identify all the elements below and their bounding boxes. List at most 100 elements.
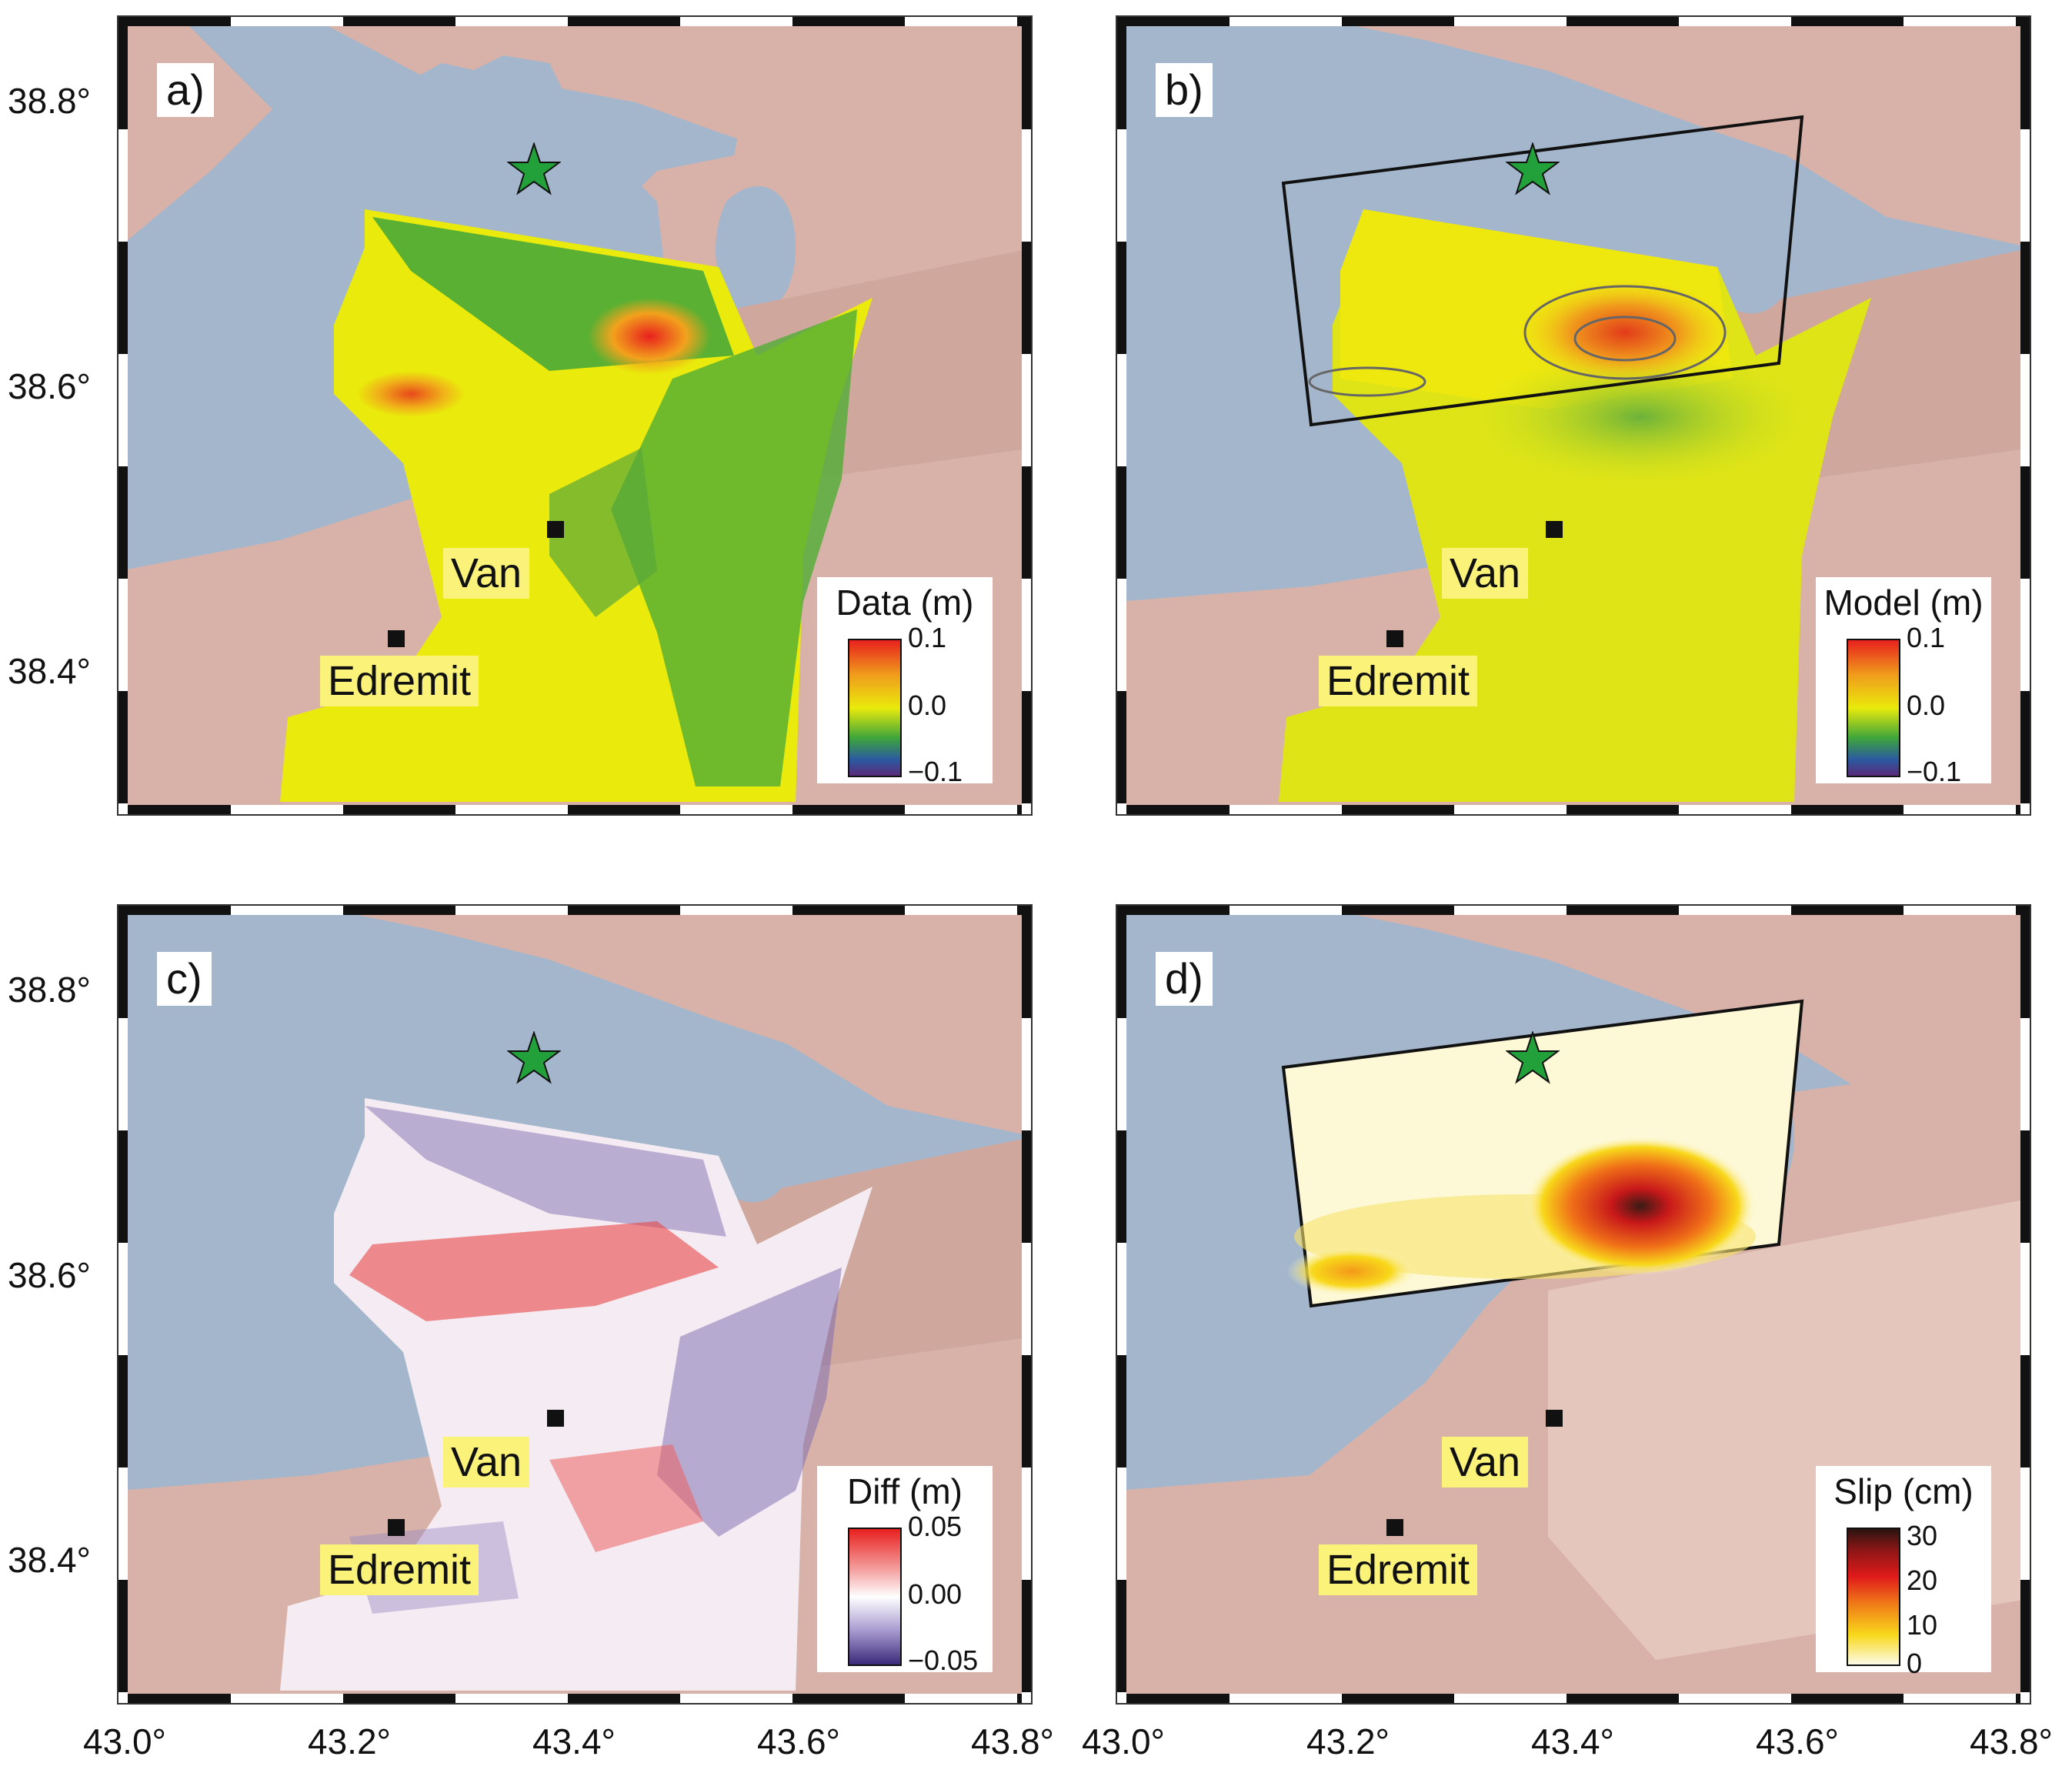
frame-ticks-bottom: [1117, 1694, 2030, 1703]
van-city-label: Van: [443, 1437, 530, 1488]
frame-ticks-bottom: [118, 1694, 1031, 1703]
colorbar: [848, 1528, 902, 1666]
van-city-marker: [1546, 1410, 1563, 1427]
model-contour-inner: [1573, 316, 1677, 362]
frame-ticks-top: [118, 906, 1031, 915]
model-contour-outer: [1523, 285, 1727, 380]
van-city-label: Van: [443, 548, 530, 599]
edremit-city-marker: [388, 630, 405, 647]
water-east-lake: [716, 186, 796, 314]
legend-tick-10: 10: [1907, 1609, 1938, 1641]
slip-peak-main: [1525, 1137, 1756, 1275]
epicenter-star-icon: [507, 142, 561, 195]
edremit-city-marker: [388, 1519, 405, 1536]
purple-residual-east: [657, 1267, 842, 1537]
van-city-label: Van: [1442, 548, 1529, 599]
frame-ticks-bottom: [118, 805, 1031, 814]
frame-ticks-left: [118, 906, 128, 1703]
frame-ticks-right: [2020, 17, 2030, 814]
red-anomaly: [588, 298, 711, 375]
green-zone-east: [611, 309, 857, 786]
lon-label-43-2-right: 43.2°: [1306, 1721, 1390, 1761]
edremit-city-label: Edremit: [1319, 1544, 1478, 1596]
panel-label: d): [1156, 952, 1213, 1006]
van-city-label: Van: [1442, 1437, 1529, 1488]
legend-tick-mid: 0.0: [908, 690, 947, 721]
lon-label-43-4-right: 43.4°: [1531, 1721, 1614, 1761]
legend-tick-max: 0.05: [908, 1511, 963, 1542]
lon-label-43-8-left: 43.8°: [971, 1721, 1054, 1761]
legend-tick-mid: 0.00: [908, 1578, 963, 1610]
frame-ticks-top: [1117, 17, 2030, 26]
model-contour-west: [1308, 366, 1426, 397]
legend-tick-max: 0.1: [1907, 622, 1946, 653]
model-uplift-peak: [1517, 279, 1733, 386]
purple-residual-north: [365, 1106, 726, 1237]
colorbar-legend: Diff (m) 0.05 0.00 −0.05: [817, 1466, 993, 1676]
legend-tick-20: 20: [1907, 1564, 1938, 1596]
model-green-zone: [1471, 348, 1810, 486]
legend-title: Slip (cm): [1833, 1471, 1974, 1511]
lon-label-43-0-right: 43.0°: [1082, 1721, 1165, 1761]
legend-tick-mid: 0.0: [1907, 690, 1946, 721]
fault-plane-outline: [1281, 115, 1804, 427]
water-east-lake: [1714, 186, 1794, 314]
panel-label: c): [157, 952, 212, 1006]
van-city-marker: [547, 521, 564, 538]
legend-tick-min: −0.1: [1907, 756, 1962, 787]
lat-label-38-8-top: 38.8°: [8, 81, 91, 121]
legend-tick-30: 30: [1907, 1520, 1938, 1551]
frame-ticks-right: [1022, 906, 1031, 1703]
legend-tick-min: −0.1: [908, 756, 963, 787]
legend-title: Data (m): [836, 583, 974, 623]
map-panel-a: a) Van Edremit Data (m) 0.1 0.0 −0.1: [117, 15, 1033, 816]
edremit-city-marker: [1386, 1519, 1403, 1536]
lat-label-38-4-bottom: 38.4°: [8, 1540, 91, 1580]
slip-patch-west: [1286, 1247, 1417, 1296]
frame-ticks-top: [118, 17, 1031, 26]
lon-label-43-0-left: 43.0°: [83, 1721, 166, 1761]
edremit-city-label: Edremit: [1319, 656, 1478, 707]
lon-label-43-4-left: 43.4°: [532, 1721, 616, 1761]
orange-anomaly-west: [357, 371, 465, 417]
lat-label-38-6-top: 38.6°: [8, 366, 91, 406]
lon-label-43-2-left: 43.2°: [308, 1721, 391, 1761]
green-patch-mid: [549, 448, 657, 617]
frame-ticks-right: [1022, 17, 1031, 814]
land-north: [118, 906, 1031, 1137]
epicenter-star-icon: [1506, 1031, 1560, 1084]
legend-title: Diff (m): [847, 1471, 963, 1511]
colorbar: [1847, 1528, 1900, 1666]
van-city-marker: [547, 1410, 564, 1427]
van-city-marker: [1546, 521, 1563, 538]
lat-label-38-8-bottom: 38.8°: [8, 970, 91, 1010]
frame-ticks-bottom: [1117, 805, 2030, 814]
water-east-lake: [716, 1075, 796, 1203]
land-north: [1117, 906, 2030, 1137]
colorbar-legend: Data (m) 0.1 0.0 −0.1: [817, 577, 993, 787]
residual-field: [280, 1098, 873, 1691]
lat-label-38-4-top: 38.4°: [8, 651, 91, 691]
legend-tick-0: 0: [1907, 1648, 1923, 1679]
red-residual-south: [549, 1444, 703, 1552]
legend-tick-min: −0.05: [908, 1644, 979, 1676]
map-panel-d: d) Van Edremit Slip (cm) 30 20 10 0: [1116, 904, 2031, 1705]
lat-label-38-6-bottom: 38.6°: [8, 1255, 91, 1295]
edremit-city-label: Edremit: [320, 1544, 479, 1596]
frame-ticks-left: [1117, 17, 1126, 814]
land-north: [1117, 17, 2030, 248]
frame-ticks-right: [2020, 906, 2030, 1703]
lon-label-43-6-left: 43.6°: [757, 1721, 840, 1761]
frame-ticks-left: [118, 17, 128, 814]
colorbar-legend: Model (m) 0.1 0.0 −0.1: [1816, 577, 1991, 787]
frame-ticks-left: [1117, 906, 1126, 1703]
deformation-field: [280, 209, 873, 802]
panel-label: b): [1156, 63, 1213, 117]
lon-label-43-8-right: 43.8°: [1970, 1721, 2053, 1761]
legend-tick-max: 0.1: [908, 622, 947, 653]
panel-label: a): [157, 63, 214, 117]
edremit-city-marker: [1386, 630, 1403, 647]
map-panel-b: b) Van Edremit Model (m) 0.1 0.0 −0.1: [1116, 15, 2031, 816]
colorbar: [848, 639, 902, 777]
red-residual-band: [349, 1221, 719, 1321]
